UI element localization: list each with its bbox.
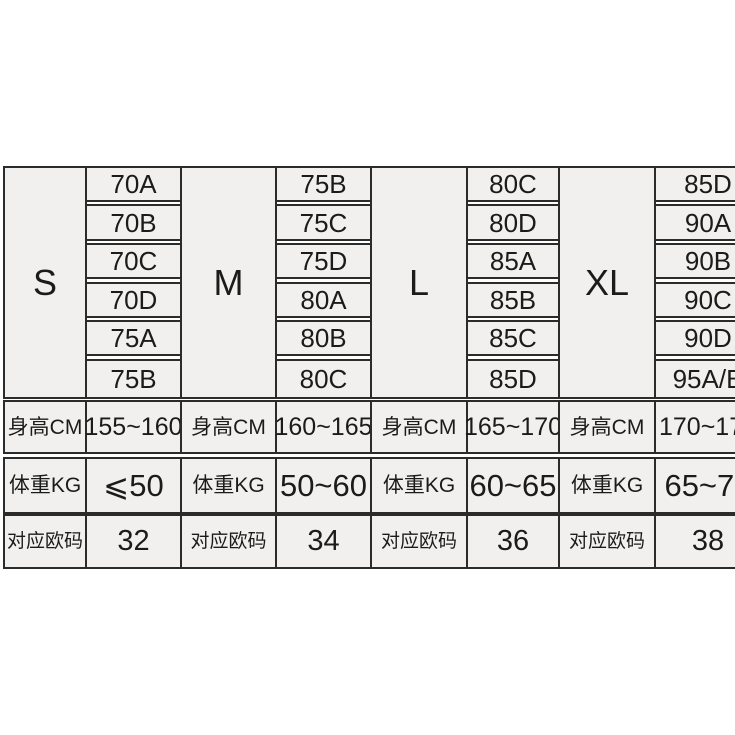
eu-size-label: 对应欧码 bbox=[180, 514, 277, 569]
cup-size-cell: 75A bbox=[85, 320, 182, 356]
cup-size-cell: 90D bbox=[654, 320, 735, 356]
cup-size-cell: 70B bbox=[85, 204, 182, 241]
weight-value: ⩽50 bbox=[85, 457, 182, 514]
weight-label: 体重KG bbox=[3, 457, 87, 514]
eu-size-value: 38 bbox=[654, 514, 735, 569]
cup-size-cell: 85D bbox=[654, 166, 735, 202]
cup-size-cell: 95A/B bbox=[654, 359, 735, 399]
eu-size-label: 对应欧码 bbox=[3, 514, 87, 569]
height-label: 身高CM bbox=[370, 400, 468, 454]
height-label: 身高CM bbox=[180, 400, 277, 454]
eu-size-label: 对应欧码 bbox=[558, 514, 656, 569]
cup-size-cell: 80A bbox=[275, 282, 372, 318]
cup-size-cell: 75C bbox=[275, 204, 372, 241]
weight-label: 体重KG bbox=[558, 457, 656, 514]
cup-size-cell: 75B bbox=[85, 359, 182, 399]
cup-size-cell: 80C bbox=[466, 166, 560, 202]
height-value: 160~165 bbox=[274, 400, 373, 454]
eu-size-value: 34 bbox=[275, 514, 372, 569]
size-label-m: M bbox=[180, 166, 277, 399]
eu-size-value: 32 bbox=[85, 514, 182, 569]
eu-size-value: 36 bbox=[466, 514, 560, 569]
cup-size-cell: 75B bbox=[275, 166, 372, 202]
cup-size-cell: 70D bbox=[85, 282, 182, 318]
cup-size-cell: 85B bbox=[466, 282, 560, 318]
height-label: 身高CM bbox=[558, 400, 656, 454]
size-label-xl: XL bbox=[558, 166, 656, 399]
cup-size-cell: 90A bbox=[654, 204, 735, 241]
cup-size-cell: 80C bbox=[275, 359, 372, 399]
weight-label: 体重KG bbox=[180, 457, 277, 514]
height-value: 170~175 bbox=[654, 400, 735, 454]
weight-value: 65~70 bbox=[654, 457, 735, 514]
height-value: 155~160 bbox=[84, 400, 183, 454]
cup-size-cell: 90B bbox=[654, 243, 735, 279]
height-value: 165~170 bbox=[464, 400, 562, 454]
weight-value: 60~65 bbox=[466, 457, 560, 514]
eu-size-label: 对应欧码 bbox=[370, 514, 468, 569]
size-label-s: S bbox=[3, 166, 87, 399]
weight-value: 50~60 bbox=[275, 457, 372, 514]
height-label: 身高CM bbox=[3, 400, 87, 454]
cup-size-cell: 70A bbox=[85, 166, 182, 202]
cup-size-cell: 80B bbox=[275, 320, 372, 356]
cup-size-cell: 85D bbox=[466, 359, 560, 399]
weight-label: 体重KG bbox=[370, 457, 468, 514]
cup-size-cell: 90C bbox=[654, 282, 735, 318]
cup-size-cell: 85C bbox=[466, 320, 560, 356]
cup-size-cell: 75D bbox=[275, 243, 372, 279]
size-label-l: L bbox=[370, 166, 468, 399]
cup-size-cell: 80D bbox=[466, 204, 560, 241]
cup-size-cell: 85A bbox=[466, 243, 560, 279]
cup-size-cell: 70C bbox=[85, 243, 182, 279]
